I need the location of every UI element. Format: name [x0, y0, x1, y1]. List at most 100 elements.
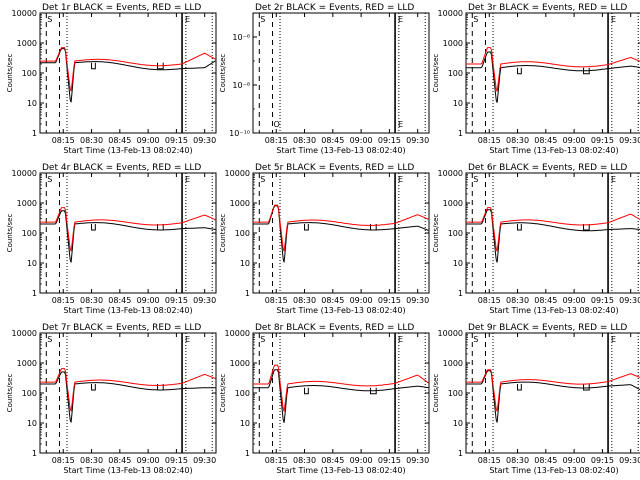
- y-axis-label: Counts/sec: [6, 54, 14, 93]
- y-tick-label: 10: [27, 99, 37, 108]
- x-tick-label: 08:15: [52, 456, 75, 465]
- x-tick-label: 08:30: [80, 296, 103, 305]
- x-tick-label: 09:30: [406, 136, 429, 145]
- panel-det-3: Det 3r BLACK = Events, RED = LLD 1 10 100 10…: [432, 3, 640, 155]
- plot-frame: [465, 172, 640, 294]
- panel-det-6: Det 6r BLACK = Events, RED = LLD 1 10 100 10…: [432, 163, 640, 315]
- plot-frame: [252, 172, 430, 294]
- series-events: [253, 369, 429, 423]
- x-tick-label: 08:45: [108, 136, 131, 145]
- y-tick-label: 100: [22, 69, 37, 78]
- panel-title: Det 3r BLACK = Events, RED = LLD: [468, 3, 627, 13]
- y-axis-label: Counts/sec: [219, 374, 227, 413]
- y-tick-label: 10: [27, 259, 37, 268]
- x-tick-label: 08:30: [293, 456, 316, 465]
- events-step: [517, 67, 522, 75]
- x-tick-label: 08:30: [506, 296, 529, 305]
- events-step: [304, 387, 309, 395]
- y-axis-label: Counts/sec: [219, 54, 227, 93]
- x-tick-label: 08:45: [321, 456, 344, 465]
- events-step: [517, 223, 522, 231]
- x-axis-label: Start Time (13-Feb-13 08:02:40): [63, 146, 192, 155]
- y-tick-label: 1000: [17, 199, 37, 208]
- y-tick-label: 100: [22, 389, 37, 398]
- x-tick-label: 08:45: [534, 296, 557, 305]
- x-tick-label: 09:00: [137, 456, 160, 465]
- marker-e-label: E: [398, 175, 403, 184]
- marker-s-label: S: [47, 335, 52, 344]
- x-tick-label: 09:00: [137, 136, 160, 145]
- x-tick-label: 08:15: [52, 296, 75, 305]
- y-tick-label: 100: [22, 229, 37, 238]
- panel-title: Det 5r BLACK = Events, RED = LLD: [255, 163, 414, 173]
- series-events: [40, 48, 216, 103]
- y-tick-label: 1: [32, 129, 37, 138]
- x-tick-label: 08:15: [265, 136, 288, 145]
- x-axis-label: Start Time (13-Feb-13 08:02:40): [489, 306, 618, 315]
- x-tick-label: 09:00: [350, 136, 373, 145]
- panel-det-9: Det 9r BLACK = Events, RED = LLD 1 10 100 10…: [432, 323, 640, 475]
- series-lld: [40, 207, 216, 252]
- series-lld: [253, 204, 429, 252]
- y-tick-label: 1000: [230, 359, 250, 368]
- events-step: [583, 223, 590, 231]
- x-tick-label: 09:15: [165, 296, 188, 305]
- panel-det-5: Det 5r BLACK = Events, RED = LLD 1 10 100 10…: [219, 163, 430, 315]
- y-tick-label: 10: [453, 259, 463, 268]
- panel-det-7: Det 7r BLACK = Events, RED = LLD 1 10 100 10…: [6, 323, 217, 475]
- x-tick-label: 09:00: [563, 456, 586, 465]
- y-tick-label: 10⁻⁸: [232, 81, 250, 90]
- x-tick-label: 09:30: [406, 456, 429, 465]
- x-tick-label: 09:30: [619, 456, 640, 465]
- events-step: [157, 383, 164, 391]
- panel-title: Det 4r BLACK = Events, RED = LLD: [42, 163, 201, 173]
- y-tick-label: 100: [235, 229, 250, 238]
- panel-title: Det 1r BLACK = Events, RED = LLD: [42, 3, 201, 13]
- panel-title: Det 8r BLACK = Events, RED = LLD: [255, 323, 414, 333]
- x-tick-label: 08:30: [506, 136, 529, 145]
- y-tick-label: 1000: [230, 199, 250, 208]
- x-tick-label: 09:15: [378, 296, 401, 305]
- y-axis-label: Counts/sec: [432, 54, 440, 93]
- events-step: [517, 383, 522, 391]
- panel-det-2: Det 2r BLACK = Events, RED = LLD 10⁻¹⁰ 10⁻…: [219, 3, 430, 155]
- marker-s-label: S: [260, 335, 265, 344]
- y-tick-label: 100: [448, 229, 463, 238]
- events-step: [91, 383, 96, 391]
- y-axis-label: Counts/sec: [6, 214, 14, 253]
- panel-title: Det 9r BLACK = Events, RED = LLD: [468, 323, 627, 333]
- y-tick-label: 1: [458, 129, 463, 138]
- y-tick-label: 1000: [443, 199, 463, 208]
- events-step: [157, 223, 164, 231]
- plot-frame: [39, 12, 217, 134]
- plot-frame: [39, 172, 217, 294]
- x-tick-label: 09:30: [193, 456, 216, 465]
- x-tick-label: 09:30: [619, 136, 640, 145]
- y-tick-label: 100: [448, 69, 463, 78]
- y-tick-label: 1000: [17, 359, 37, 368]
- y-tick-label: 1: [245, 449, 250, 458]
- x-tick-label: 09:00: [350, 456, 373, 465]
- y-tick-label: 10000: [12, 169, 37, 178]
- y-tick-label: 100: [448, 389, 463, 398]
- series-events: [466, 370, 640, 423]
- marker-s-label: S: [47, 15, 52, 24]
- x-tick-label: 08:15: [265, 456, 288, 465]
- plot-frame: [465, 12, 640, 134]
- x-tick-label: 08:45: [321, 136, 344, 145]
- panel-title: Det 6r BLACK = Events, RED = LLD: [468, 163, 627, 173]
- series-lld: [466, 207, 640, 252]
- marker-e-label: E: [398, 335, 403, 344]
- marker-e-label: E: [611, 335, 616, 344]
- panel-det-4: Det 4r BLACK = Events, RED = LLD 1 10 100 10…: [6, 163, 217, 315]
- y-tick-label: 1000: [443, 359, 463, 368]
- y-tick-label: 10: [27, 419, 37, 428]
- x-tick-label: 08:15: [478, 296, 501, 305]
- x-tick-label: 09:15: [591, 456, 614, 465]
- x-axis-label: Start Time (13-Feb-13 08:02:40): [489, 146, 618, 155]
- series-events: [40, 210, 216, 263]
- y-axis-label: Counts/sec: [432, 214, 440, 253]
- x-tick-label: 08:30: [293, 136, 316, 145]
- y-tick-label: 1: [32, 289, 37, 298]
- marker-s-label: S: [260, 15, 265, 24]
